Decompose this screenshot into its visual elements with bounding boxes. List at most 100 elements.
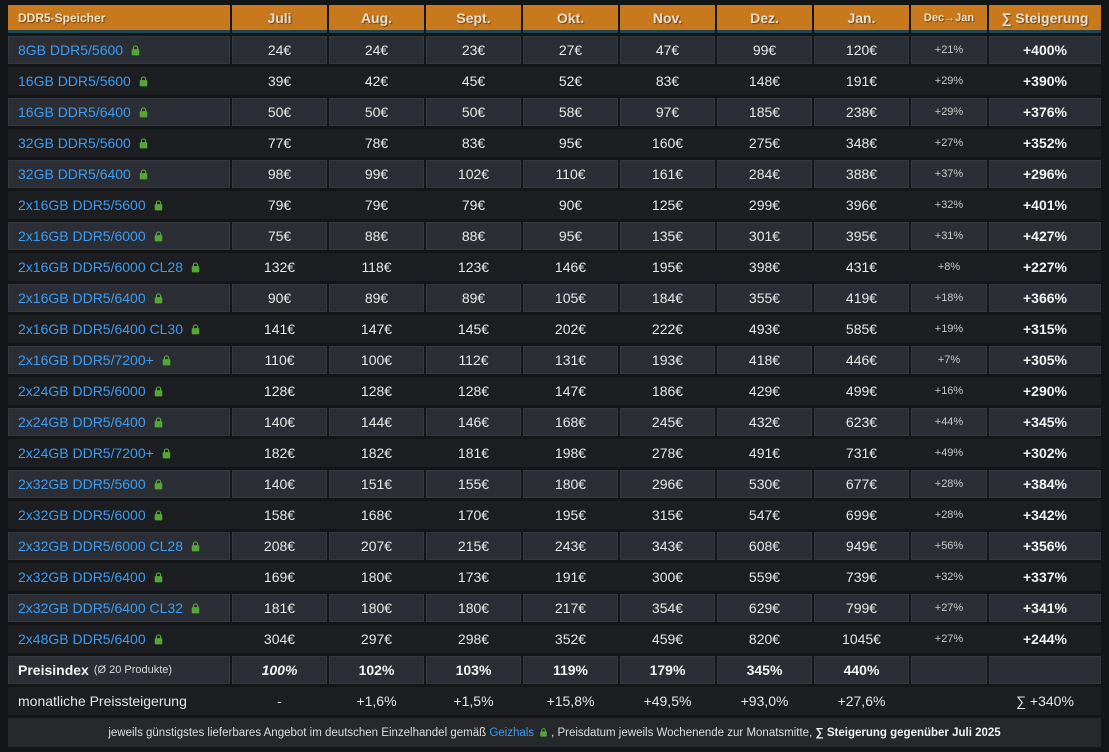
price-cell: 23€ bbox=[426, 36, 521, 64]
dec-jan-change: +49% bbox=[934, 447, 964, 459]
product-cell: 32GB DDR5/6400 bbox=[8, 160, 230, 188]
product-link[interactable]: 2x16GB DDR5/6000 CL28 bbox=[18, 259, 183, 275]
lock-icon bbox=[152, 385, 165, 398]
table-row: 2x48GB DDR5/6400 304€ 297€ 298€ 352€ 459€ 820… bbox=[8, 625, 1101, 653]
table-row: 2x16GB DDR5/6000 CL28 132€ 118€ 123€ 146€ 19… bbox=[8, 253, 1101, 281]
price-cell: 198€ bbox=[554, 445, 587, 461]
lock-icon bbox=[152, 478, 165, 491]
price-cell: 128€ bbox=[457, 383, 490, 399]
product-link[interactable]: 2x32GB DDR5/6000 CL28 bbox=[18, 538, 183, 554]
price-cell: 52€ bbox=[558, 73, 583, 89]
preisindex-value: 440% bbox=[814, 656, 909, 684]
product-link[interactable]: 2x32GB DDR5/6400 bbox=[18, 569, 146, 585]
dec-jan-change: +21% bbox=[911, 36, 987, 64]
table-row: 8GB DDR5/5600 24€ 24€ 23€ 27€ 47€ 99€ 120€ +21%… bbox=[8, 36, 1101, 64]
dec-jan-change: +32% bbox=[934, 199, 964, 211]
preisindex-value: 103% bbox=[426, 656, 521, 684]
price-cell: 301€ bbox=[717, 222, 812, 250]
product-link[interactable]: 16GB DDR5/5600 bbox=[18, 73, 131, 89]
product-link[interactable]: 2x24GB DDR5/6400 bbox=[18, 414, 146, 430]
total-increase: +390% bbox=[1023, 73, 1067, 89]
product-link[interactable]: 2x32GB DDR5/5600 bbox=[18, 476, 146, 492]
product-cell: 2x16GB DDR5/6400 bbox=[8, 284, 230, 312]
price-cell: 193€ bbox=[620, 346, 715, 374]
lock-icon bbox=[137, 168, 150, 181]
footnote-text-2: , Preisdatum jeweils Wochenende zur Mona… bbox=[551, 726, 816, 739]
price-cell: 160€ bbox=[651, 135, 684, 151]
price-cell: 186€ bbox=[651, 383, 684, 399]
price-cell: 299€ bbox=[748, 197, 781, 213]
dec-jan-change: +7% bbox=[911, 346, 987, 374]
price-cell: 217€ bbox=[523, 594, 618, 622]
price-cell: 161€ bbox=[620, 160, 715, 188]
total-increase: +305% bbox=[989, 346, 1101, 374]
monthly-increase-value: +15,8% bbox=[546, 693, 595, 709]
price-cell: 146€ bbox=[426, 408, 521, 436]
price-cell: 95€ bbox=[523, 222, 618, 250]
product-link[interactable]: 2x32GB DDR5/6400 CL32 bbox=[18, 600, 183, 616]
price-cell: 140€ bbox=[232, 470, 327, 498]
price-cell: 135€ bbox=[620, 222, 715, 250]
price-cell: 27€ bbox=[523, 36, 618, 64]
product-link[interactable]: 32GB DDR5/5600 bbox=[18, 135, 131, 151]
monthly-increase-value: +49,5% bbox=[643, 693, 692, 709]
product-link[interactable]: 2x32GB DDR5/6000 bbox=[18, 507, 146, 523]
lock-icon bbox=[538, 727, 549, 738]
product-cell: 2x24GB DDR5/6000 bbox=[8, 377, 230, 405]
price-cell: 181€ bbox=[457, 445, 490, 461]
price-cell: 949€ bbox=[814, 532, 909, 560]
total-increase: +290% bbox=[1023, 383, 1067, 399]
price-cell: 1045€ bbox=[842, 631, 881, 647]
price-cell: 97€ bbox=[620, 98, 715, 126]
price-cell: 459€ bbox=[651, 631, 684, 647]
product-link[interactable]: 2x48GB DDR5/6400 bbox=[18, 631, 146, 647]
column-header-sigma: ∑ Steigerung bbox=[989, 5, 1101, 33]
preisindex-sublabel: (Ø 20 Produkte) bbox=[93, 664, 173, 676]
price-cell: 110€ bbox=[523, 160, 618, 188]
price-cell: 304€ bbox=[263, 631, 296, 647]
product-cell: 2x16GB DDR5/7200+ bbox=[8, 346, 230, 374]
price-cell: 83€ bbox=[461, 135, 486, 151]
dec-jan-change: +37% bbox=[911, 160, 987, 188]
price-cell: 195€ bbox=[651, 259, 684, 275]
price-cell: 148€ bbox=[748, 73, 781, 89]
price-cell: 820€ bbox=[748, 631, 781, 647]
price-cell: 547€ bbox=[748, 507, 781, 523]
geizhals-link[interactable]: Geizhals bbox=[489, 726, 535, 739]
product-cell: 2x16GB DDR5/6400 CL30 bbox=[8, 315, 230, 343]
preisindex-value: 119% bbox=[523, 656, 618, 684]
price-cell: 300€ bbox=[651, 569, 684, 585]
product-link[interactable]: 2x16GB DDR5/6000 bbox=[18, 228, 146, 244]
product-link[interactable]: 16GB DDR5/6400 bbox=[18, 104, 131, 120]
price-cell: 493€ bbox=[748, 321, 781, 337]
product-link[interactable]: 2x16GB DDR5/5600 bbox=[18, 197, 146, 213]
product-link[interactable]: 2x16GB DDR5/6400 bbox=[18, 290, 146, 306]
price-cell: 284€ bbox=[717, 160, 812, 188]
product-link[interactable]: 32GB DDR5/6400 bbox=[18, 166, 131, 182]
price-cell: 79€ bbox=[461, 197, 486, 213]
preisindex-sigma-empty bbox=[989, 656, 1101, 684]
lock-icon bbox=[137, 137, 150, 150]
price-cell: 88€ bbox=[329, 222, 424, 250]
price-cell: 140€ bbox=[232, 408, 327, 436]
product-link[interactable]: 2x16GB DDR5/7200+ bbox=[18, 352, 154, 368]
table-row: 2x24GB DDR5/7200+ 182€ 182€ 181€ 198€ 278€ 49… bbox=[8, 439, 1101, 467]
total-increase: +384% bbox=[989, 470, 1101, 498]
product-link[interactable]: 2x24GB DDR5/7200+ bbox=[18, 445, 154, 461]
product-cell: 2x32GB DDR5/5600 bbox=[8, 470, 230, 498]
price-cell: 419€ bbox=[814, 284, 909, 312]
price-cell: 530€ bbox=[717, 470, 812, 498]
price-cell: 191€ bbox=[845, 73, 878, 89]
product-link[interactable]: 8GB DDR5/5600 bbox=[18, 42, 124, 58]
column-header-month: Nov. bbox=[620, 5, 715, 33]
dec-jan-change: +31% bbox=[911, 222, 987, 250]
total-increase: +345% bbox=[989, 408, 1101, 436]
product-link[interactable]: 2x16GB DDR5/6400 CL30 bbox=[18, 321, 183, 337]
lock-icon bbox=[129, 44, 142, 57]
table-row: 2x16GB DDR5/7200+ 110€ 100€ 112€ 131€ 193€ 41… bbox=[8, 346, 1101, 374]
lock-icon bbox=[152, 230, 165, 243]
dec-jan-change: +27% bbox=[934, 137, 964, 149]
price-cell: 112€ bbox=[426, 346, 521, 374]
product-link[interactable]: 2x24GB DDR5/6000 bbox=[18, 383, 146, 399]
price-cell: 42€ bbox=[364, 73, 389, 89]
